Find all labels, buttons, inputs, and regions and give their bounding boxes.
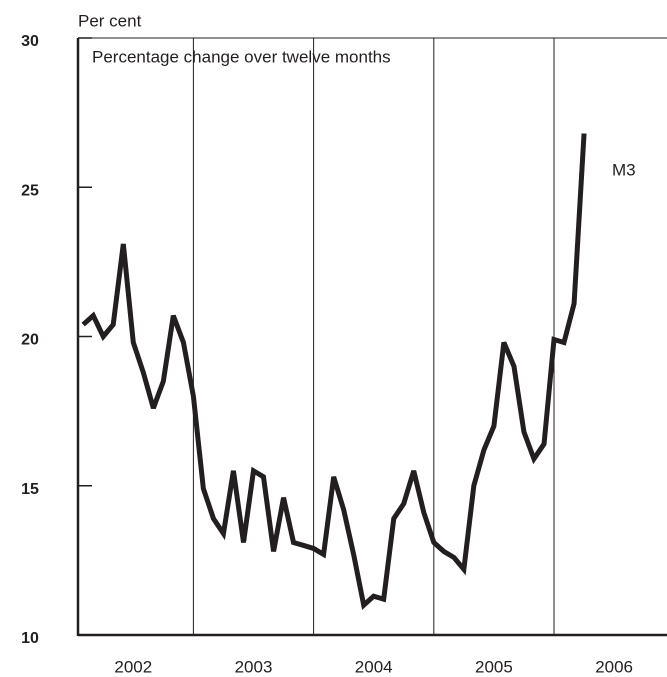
y-tick-label: 10 — [21, 630, 39, 647]
x-tick-label: 2004 — [355, 657, 393, 676]
y-tick-label: 20 — [21, 332, 39, 349]
y-tick-label: 15 — [21, 481, 39, 498]
y-tick-label: 30 — [21, 33, 39, 50]
x-tick-label: 2005 — [475, 657, 513, 676]
series-label: M3 — [612, 160, 636, 179]
x-tick-label: 2006 — [595, 657, 633, 676]
x-tick-label: 2003 — [235, 657, 273, 676]
chart-subtitle: Percentage change over twelve months — [92, 47, 391, 66]
data-line — [81, 133, 587, 610]
y-axis-label: Per cent — [78, 11, 142, 30]
y-tick-label: 25 — [21, 182, 39, 199]
x-tick-label: 2002 — [114, 657, 152, 676]
